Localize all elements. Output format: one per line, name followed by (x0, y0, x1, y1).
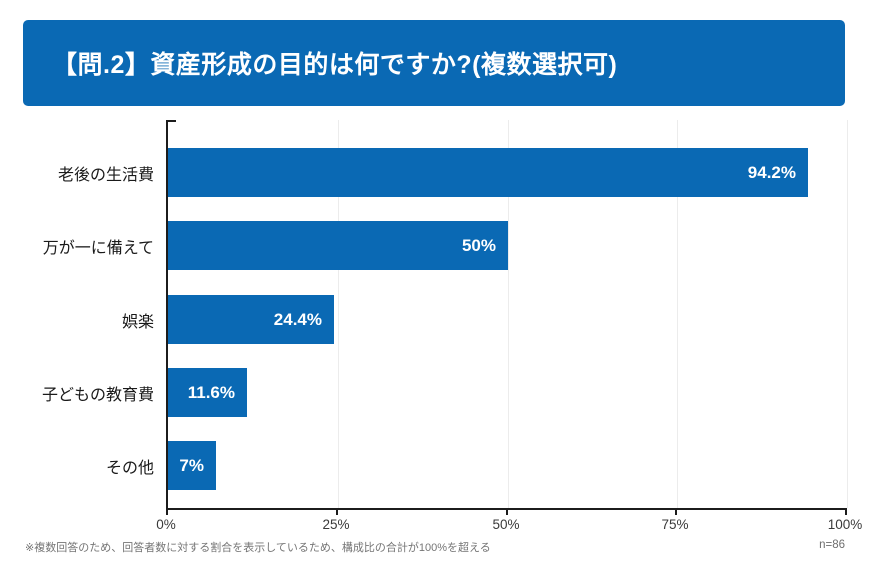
category-label: 娯楽 (121, 313, 154, 331)
gridline-25 (338, 120, 339, 508)
x-tick-label: 100% (827, 517, 863, 532)
bar: 24.4% (168, 295, 334, 344)
value-label: 50% (461, 235, 496, 255)
category-label: 子どもの教育費 (41, 386, 154, 404)
footnote: ※複数回答のため、回答者数に対する割合を表示しているため、構成比の合計が100%… (25, 542, 491, 554)
x-tick-label: 75% (661, 517, 689, 532)
question-title: 【問.2】資産形成の目的は何ですか?(複数選択可) (52, 51, 618, 79)
bar: 7% (168, 441, 216, 490)
question-header-banner: 【問.2】資産形成の目的は何ですか?(複数選択可) (23, 20, 845, 106)
x-axis-tick-100 (845, 510, 847, 515)
bar: 50% (168, 221, 508, 270)
category-label: その他 (105, 459, 154, 477)
y-axis-top-tick (168, 120, 176, 122)
gridline-50 (508, 120, 509, 508)
plot-area: 94.2% 50% 24.4% 11.6% 7% (166, 120, 848, 510)
gridline-75 (677, 120, 678, 508)
bar: 11.6% (168, 368, 247, 417)
value-label: 24.4% (273, 309, 322, 329)
value-label: 94.2% (747, 162, 796, 182)
x-axis-tick-50 (506, 510, 508, 515)
x-axis-tick-75 (675, 510, 677, 515)
sample-size-label: n=86 (819, 539, 845, 551)
x-axis-tick-0 (166, 510, 168, 515)
x-tick-label: 50% (492, 517, 520, 532)
category-label: 万が一に備えて (42, 239, 154, 257)
value-label: 11.6% (187, 382, 235, 402)
x-tick-label: 25% (322, 517, 350, 532)
bar: 94.2% (168, 148, 808, 197)
x-axis-tick-25 (336, 510, 338, 515)
gridline-100 (847, 120, 848, 508)
value-label: 7% (179, 455, 204, 475)
x-tick-label: 0% (156, 517, 176, 532)
category-label: 老後の生活費 (57, 166, 154, 184)
